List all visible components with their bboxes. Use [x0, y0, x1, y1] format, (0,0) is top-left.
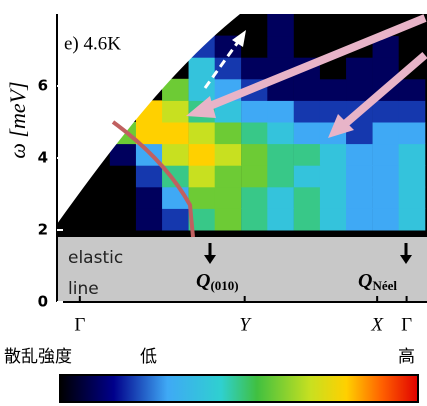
heat-cell: [136, 208, 163, 230]
heat-cell: [320, 208, 347, 230]
colorbar-low: 低: [140, 347, 157, 367]
heat-cell: [373, 165, 400, 187]
heat-cell: [267, 208, 294, 230]
heat-cell: [399, 144, 426, 166]
heat-cell: [267, 122, 294, 144]
heat-cell: [189, 165, 216, 187]
heat-cell: [346, 57, 373, 79]
heat-cell: [373, 100, 400, 122]
heat-cell: [267, 36, 294, 58]
colorbar-high: 高: [398, 347, 415, 367]
heat-cell: [373, 122, 400, 144]
heat-cell: [189, 57, 216, 79]
heat-cell: [241, 122, 268, 144]
heat-cell: [320, 187, 347, 209]
chart: e) 4.6K ω [meV] elastic line Q(010) QNée…: [0, 0, 427, 406]
y-tick-label: 6: [38, 77, 48, 95]
heat-cell: [241, 57, 268, 79]
y-tick-label: 4: [38, 149, 48, 167]
annotation: line: [68, 279, 99, 299]
heat-cell: [294, 100, 321, 122]
heat-cell: [241, 144, 268, 166]
panel-label: e) 4.6K: [64, 33, 121, 54]
x-tick-label: X: [370, 314, 384, 335]
x-tick-label: Γ: [401, 314, 412, 335]
colorbar-title: 散乱強度: [4, 347, 72, 367]
heat-cell: [399, 165, 426, 187]
heat-cell: [320, 79, 347, 101]
y-axis-label: ω [meV]: [5, 81, 30, 158]
heat-cell: [373, 208, 400, 230]
y-tick-label: 0: [38, 293, 48, 311]
heat-cell: [162, 208, 189, 230]
colorbar: [60, 375, 418, 402]
heat-cell: [215, 122, 242, 144]
heat-cell: [241, 100, 268, 122]
heat-cell: [136, 187, 163, 209]
heat-cell: [215, 144, 242, 166]
annotation: elastic: [68, 248, 123, 268]
heat-cell: [294, 79, 321, 101]
heat-cell: [110, 187, 137, 209]
heat-cell: [189, 144, 216, 166]
heat-cell: [189, 79, 216, 101]
heat-cell: [373, 144, 400, 166]
heat-cell: [267, 144, 294, 166]
heat-cell: [267, 14, 294, 36]
heat-cell: [189, 187, 216, 209]
heat-cell: [294, 165, 321, 187]
heat-cell: [399, 122, 426, 144]
heat-cell: [241, 208, 268, 230]
heat-cell: [162, 144, 189, 166]
heat-cell: [83, 208, 110, 230]
heat-cell: [241, 165, 268, 187]
heat-cell: [294, 122, 321, 144]
heat-cell: [294, 208, 321, 230]
heat-cell: [294, 187, 321, 209]
heat-cell: [399, 187, 426, 209]
heat-cell: [215, 208, 242, 230]
heat-cell: [162, 100, 189, 122]
x-tick-label: Y: [239, 314, 252, 335]
heat-cell: [215, 187, 242, 209]
heat-cell: [110, 165, 137, 187]
heat-cell: [346, 122, 373, 144]
heat-cell: [346, 165, 373, 187]
heat-cell: [399, 79, 426, 101]
heat-cell: [294, 144, 321, 166]
heat-cell: [320, 14, 347, 36]
heat-cell: [267, 187, 294, 209]
heat-cell: [320, 165, 347, 187]
heat-cell: [267, 100, 294, 122]
heat-cell: [241, 36, 268, 58]
heat-cell: [346, 208, 373, 230]
heat-cell: [136, 165, 163, 187]
heat-cell: [373, 187, 400, 209]
heat-cell: [294, 36, 321, 58]
heat-cell: [346, 144, 373, 166]
heat-cell: [346, 14, 373, 36]
heat-cell: [215, 57, 242, 79]
heat-cell: [399, 208, 426, 230]
heat-cell: [136, 122, 163, 144]
heat-cell: [346, 187, 373, 209]
page: e) 4.6K ω [meV] elastic line Q(010) QNée…: [0, 0, 427, 406]
heat-cell: [320, 144, 347, 166]
heat-cell: [267, 165, 294, 187]
heat-cell: [162, 122, 189, 144]
heat-cell: [346, 79, 373, 101]
heat-cell: [399, 100, 426, 122]
heat-cell: [83, 187, 110, 209]
y-tick-label: 2: [38, 221, 48, 239]
heat-cell: [241, 187, 268, 209]
heat-cell: [189, 122, 216, 144]
heat-cell: [215, 165, 242, 187]
heat-cell: [294, 14, 321, 36]
heat-cell: [110, 208, 137, 230]
x-tick-label: Γ: [74, 314, 85, 335]
